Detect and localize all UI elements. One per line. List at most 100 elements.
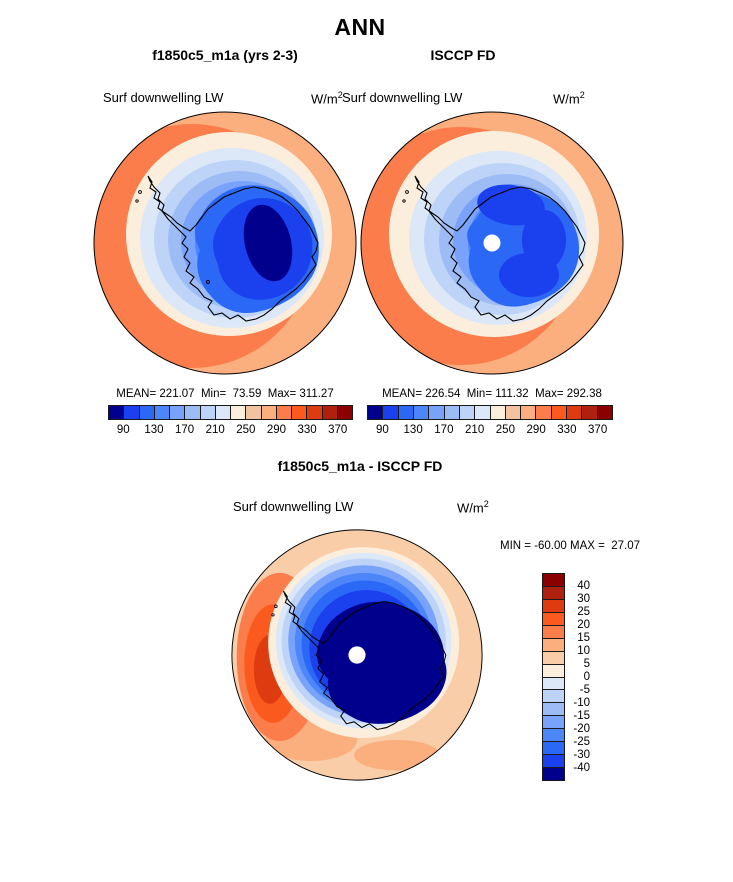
- model-stats-line: MEAN= 221.07 Min= 73.59 Max= 311.27: [116, 388, 334, 400]
- colorbar-tick-label: 330: [557, 424, 577, 436]
- colorbar-tick-label: 370: [588, 424, 608, 436]
- colorbar-cell: [543, 612, 564, 626]
- island-dot: [138, 190, 142, 194]
- island-dot: [135, 199, 139, 203]
- diff-colorbar: [542, 573, 565, 781]
- obs-map: [360, 111, 624, 375]
- model-variable-label: Surf downwelling LW: [103, 90, 224, 105]
- colorbar-cell: [307, 406, 323, 419]
- model-units-label: W/m2: [311, 90, 343, 107]
- colorbar-cell: [475, 406, 491, 419]
- colorbar-cell: [276, 406, 292, 419]
- colorbar-tick-label: -10: [573, 697, 590, 709]
- colorbar-cell: [551, 406, 568, 419]
- map-boundary-circle: [360, 111, 624, 375]
- model-colorbar-ticks: 90 130 170 210 250 290 330 370: [108, 424, 353, 438]
- colorbar-cell: [413, 406, 430, 419]
- colorbar-cell: [521, 406, 537, 419]
- island-dot: [405, 190, 409, 194]
- contour-core: [243, 204, 293, 282]
- colorbar-tick-label: -25: [573, 736, 590, 748]
- model-panel-title: f1850c5_m1a (yrs 2-3): [152, 47, 298, 63]
- obs-units-label: W/m2: [553, 90, 585, 107]
- colorbar-cell: [170, 406, 186, 419]
- season-title: ANN: [334, 14, 386, 40]
- colorbar-cell: [543, 755, 564, 769]
- colorbar-cell: [543, 638, 564, 652]
- colorbar-cell: [109, 406, 125, 419]
- colorbar-cell: [543, 690, 564, 704]
- obs-colorbar: [367, 405, 613, 420]
- colorbar-tick-label: 10: [577, 645, 590, 657]
- map-boundary-circle: [231, 529, 483, 781]
- island-dot: [274, 604, 278, 609]
- colorbar-cell: [543, 768, 564, 780]
- colorbar-cell: [383, 406, 399, 419]
- antarctica-coastline: [414, 175, 586, 322]
- colorbar-cell: [444, 406, 460, 419]
- colorbar-cell: [543, 625, 564, 639]
- colorbar-cell: [490, 406, 506, 419]
- colorbar-tick-label: 290: [266, 424, 287, 436]
- island-dot: [206, 280, 210, 284]
- colorbar-tick-label: 210: [465, 424, 485, 436]
- colorbar-cell: [246, 406, 262, 419]
- colorbar-cell: [337, 406, 352, 419]
- map-boundary-circle: [93, 111, 357, 375]
- colorbar-tick-label: 370: [328, 424, 348, 436]
- obs-variable-label: Surf downwelling LW: [342, 90, 463, 105]
- colorbar-cell: [459, 406, 476, 419]
- colorbar-cell: [543, 742, 564, 756]
- diff-units-label: W/m2: [457, 499, 489, 516]
- diff-map: [231, 529, 483, 781]
- colorbar-cell: [231, 406, 247, 419]
- colorbar-cell: [543, 586, 564, 600]
- colorbar-tick-label: 25: [577, 606, 590, 618]
- colorbar-cell: [398, 406, 414, 419]
- diff-colorbar-ticks: 40 30 25 20 15 10 5 0 -5 -10 -15 -20 -25 -30 -40: [566, 573, 590, 781]
- colorbar-tick-label: 210: [205, 424, 225, 436]
- diff-panel-title: f1850c5_m1a - ISCCP FD: [277, 458, 443, 474]
- colorbar-tick-label: 290: [526, 424, 546, 436]
- colorbar-tick-label: 130: [144, 424, 164, 436]
- colorbar-tick-label: 90: [116, 424, 130, 436]
- missing-data-pole-dot: [483, 234, 501, 252]
- colorbar-cell: [543, 651, 564, 665]
- obs-panel-title: ISCCP FD: [430, 47, 496, 63]
- model-map: [93, 111, 357, 375]
- colorbar-cell: [582, 406, 598, 419]
- obs-colorbar-ticks: 90 130 170 210 250 290 330 370: [367, 424, 613, 438]
- colorbar-tick-label: -20: [573, 723, 590, 735]
- colorbar-tick-label: 40: [577, 580, 590, 592]
- colorbar-cell: [261, 406, 277, 419]
- colorbar-tick-label: -5: [579, 684, 590, 696]
- colorbar-cell: [292, 406, 308, 419]
- contour-patch: [477, 184, 545, 226]
- colorbar-tick-label: 170: [174, 424, 195, 436]
- colorbar-tick-label: 130: [403, 424, 423, 436]
- colorbar-tick-label: 330: [297, 424, 317, 436]
- colorbar-tick-label: 250: [236, 424, 256, 436]
- colorbar-cell: [543, 703, 564, 717]
- colorbar-cell: [543, 729, 564, 743]
- colorbar-tick-label: 170: [434, 424, 454, 436]
- colorbar-tick-label: 20: [577, 619, 590, 631]
- colorbar-cell: [543, 599, 564, 613]
- colorbar-cell: [215, 406, 231, 419]
- colorbar-cell: [536, 406, 552, 419]
- colorbar-cell: [429, 406, 445, 419]
- colorbar-cell: [200, 406, 216, 419]
- colorbar-tick-label: 90: [375, 424, 389, 436]
- colorbar-cell: [597, 406, 612, 419]
- model-colorbar: [108, 405, 353, 420]
- contour-patch: [499, 253, 559, 297]
- diff-minmax-line: MIN = -60.00 MAX = 27.07: [500, 540, 640, 552]
- colorbar-tick-label: 5: [583, 658, 590, 670]
- island-dot: [271, 613, 275, 617]
- colorbar-tick-label: -15: [573, 710, 590, 722]
- colorbar-tick-label: 15: [577, 632, 590, 644]
- colorbar-tick-label: 250: [495, 424, 515, 436]
- colorbar-tick-label: 0: [583, 671, 590, 683]
- colorbar-cell: [543, 574, 564, 587]
- antarctica-coastline: [147, 175, 319, 322]
